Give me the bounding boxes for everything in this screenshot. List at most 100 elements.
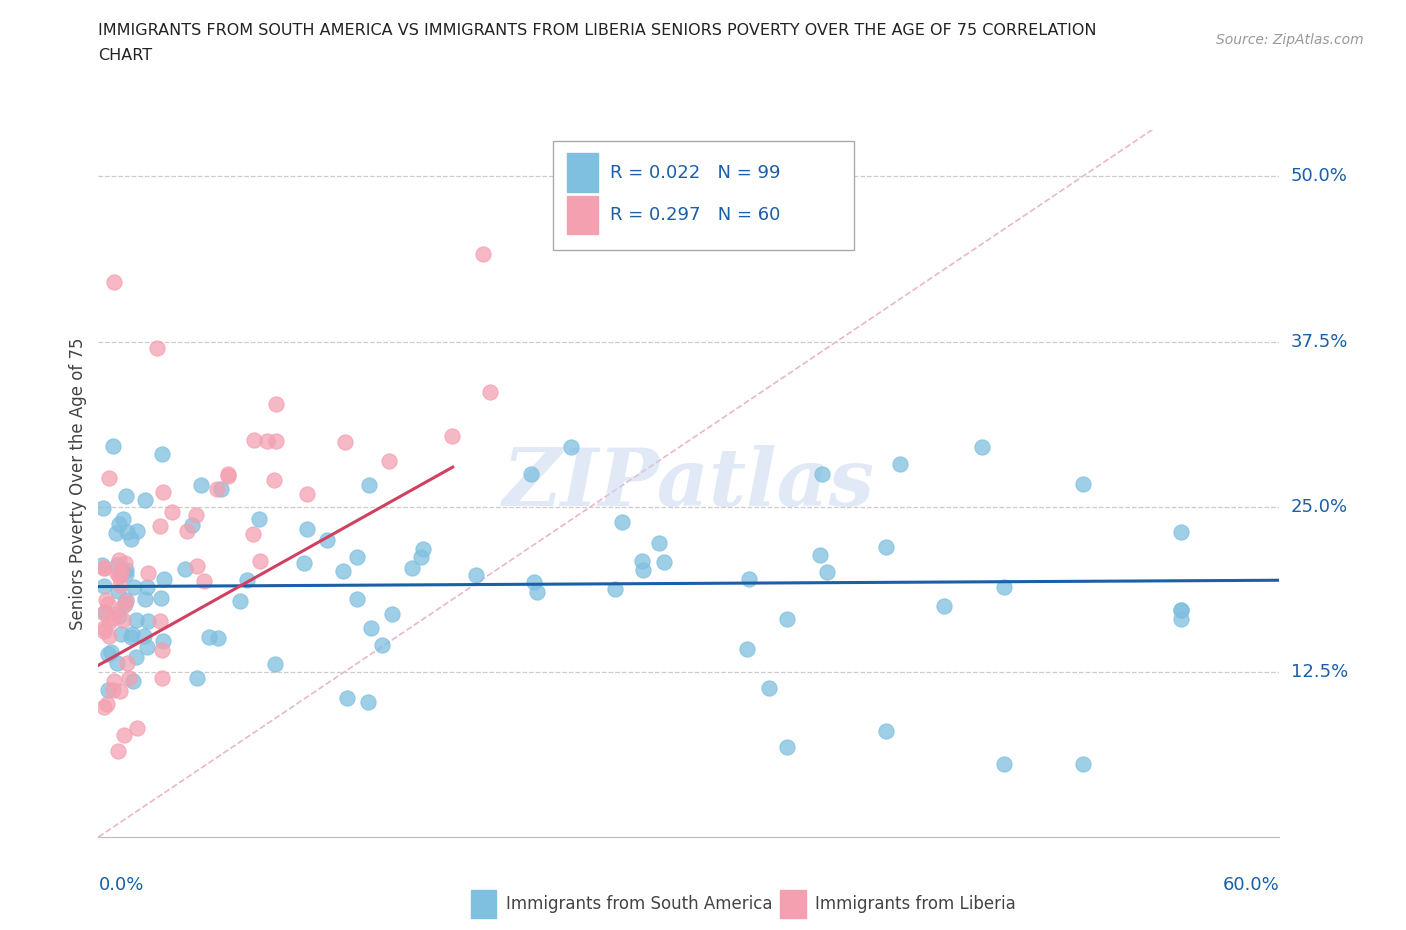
Point (114, 556, 136, 571)
Y-axis label: Seniors Poverty Over the Age of 75: Seniors Poverty Over the Age of 75 (69, 338, 87, 630)
Point (186, 559, 208, 574)
Point (205, 482, 228, 497)
Point (197, 630, 219, 644)
Text: 12.5%: 12.5% (1291, 663, 1348, 681)
Point (381, 606, 404, 621)
Text: Source: ZipAtlas.com: Source: ZipAtlas.com (1216, 33, 1364, 46)
Point (479, 385, 502, 400)
Point (409, 550, 432, 565)
Point (136, 580, 159, 595)
Text: R = 0.297   N = 60: R = 0.297 N = 60 (610, 206, 780, 224)
Point (146, 340, 169, 355)
Point (631, 563, 654, 578)
Point (401, 561, 423, 576)
Point (229, 593, 252, 608)
Point (107, 744, 129, 759)
Point (249, 553, 271, 568)
Point (110, 627, 132, 642)
Point (93, 700, 115, 715)
Point (1170, 603, 1192, 618)
Point (121, 673, 143, 688)
Point (108, 578, 131, 592)
Point (108, 568, 131, 583)
Point (471, 246, 494, 261)
Point (112, 728, 135, 743)
Point (333, 435, 356, 450)
Point (336, 691, 359, 706)
Point (934, 599, 956, 614)
Point (1071, 476, 1094, 491)
Point (108, 609, 131, 624)
Point (93, 561, 115, 576)
Point (115, 489, 138, 504)
Point (811, 467, 834, 482)
Point (114, 592, 136, 607)
Point (105, 557, 128, 572)
Point (101, 439, 124, 454)
Point (263, 472, 285, 487)
Point (360, 621, 382, 636)
Point (263, 657, 285, 671)
Point (190, 478, 212, 493)
Point (114, 563, 136, 578)
Point (110, 567, 132, 582)
Point (93, 604, 115, 619)
Point (235, 573, 257, 588)
Point (603, 581, 626, 596)
Point (111, 612, 134, 627)
Text: CHART: CHART (98, 48, 152, 63)
Point (105, 656, 128, 671)
Point (112, 512, 135, 526)
Point (125, 650, 148, 665)
Text: 0.0%: 0.0% (98, 876, 143, 894)
Point (105, 565, 128, 580)
Point (207, 631, 229, 645)
Point (357, 694, 380, 709)
Bar (567, 153, 598, 193)
Point (1170, 525, 1192, 539)
Point (103, 673, 125, 688)
Point (108, 516, 131, 531)
Point (110, 684, 132, 698)
Point (120, 532, 142, 547)
Point (523, 575, 546, 590)
Point (101, 683, 124, 698)
Point (993, 579, 1015, 594)
Point (153, 571, 176, 586)
Point (209, 482, 232, 497)
Text: IMMIGRANTS FROM SOUTH AMERICA VS IMMIGRANTS FROM LIBERIA SENIORS POVERTY OVER TH: IMMIGRANTS FROM SOUTH AMERICA VS IMMIGRA… (98, 23, 1097, 38)
Point (520, 466, 543, 481)
Text: Immigrants from South America: Immigrants from South America (506, 895, 773, 913)
Point (292, 555, 315, 570)
Point (149, 614, 172, 629)
Point (124, 579, 146, 594)
Text: 60.0%: 60.0% (1223, 876, 1279, 894)
Point (93, 578, 115, 593)
Point (560, 440, 582, 455)
Point (776, 739, 799, 754)
Point (93, 623, 115, 638)
Text: 50.0%: 50.0% (1291, 167, 1347, 185)
Text: ZIPatlas: ZIPatlas (503, 445, 875, 523)
Point (136, 614, 159, 629)
Point (96, 592, 118, 607)
Point (970, 440, 993, 455)
Point (152, 485, 174, 499)
Point (173, 562, 195, 577)
Point (111, 565, 134, 579)
Point (180, 517, 202, 532)
Point (98, 471, 121, 485)
Point (104, 607, 127, 622)
FancyBboxPatch shape (553, 140, 855, 250)
Point (134, 492, 156, 507)
Point (1071, 757, 1094, 772)
Point (114, 597, 136, 612)
Point (1170, 612, 1192, 627)
Point (610, 514, 633, 529)
Text: R = 0.022   N = 99: R = 0.022 N = 99 (610, 164, 780, 181)
Point (464, 567, 486, 582)
Point (441, 429, 464, 444)
Point (111, 599, 134, 614)
Point (264, 434, 287, 449)
Point (295, 521, 318, 536)
